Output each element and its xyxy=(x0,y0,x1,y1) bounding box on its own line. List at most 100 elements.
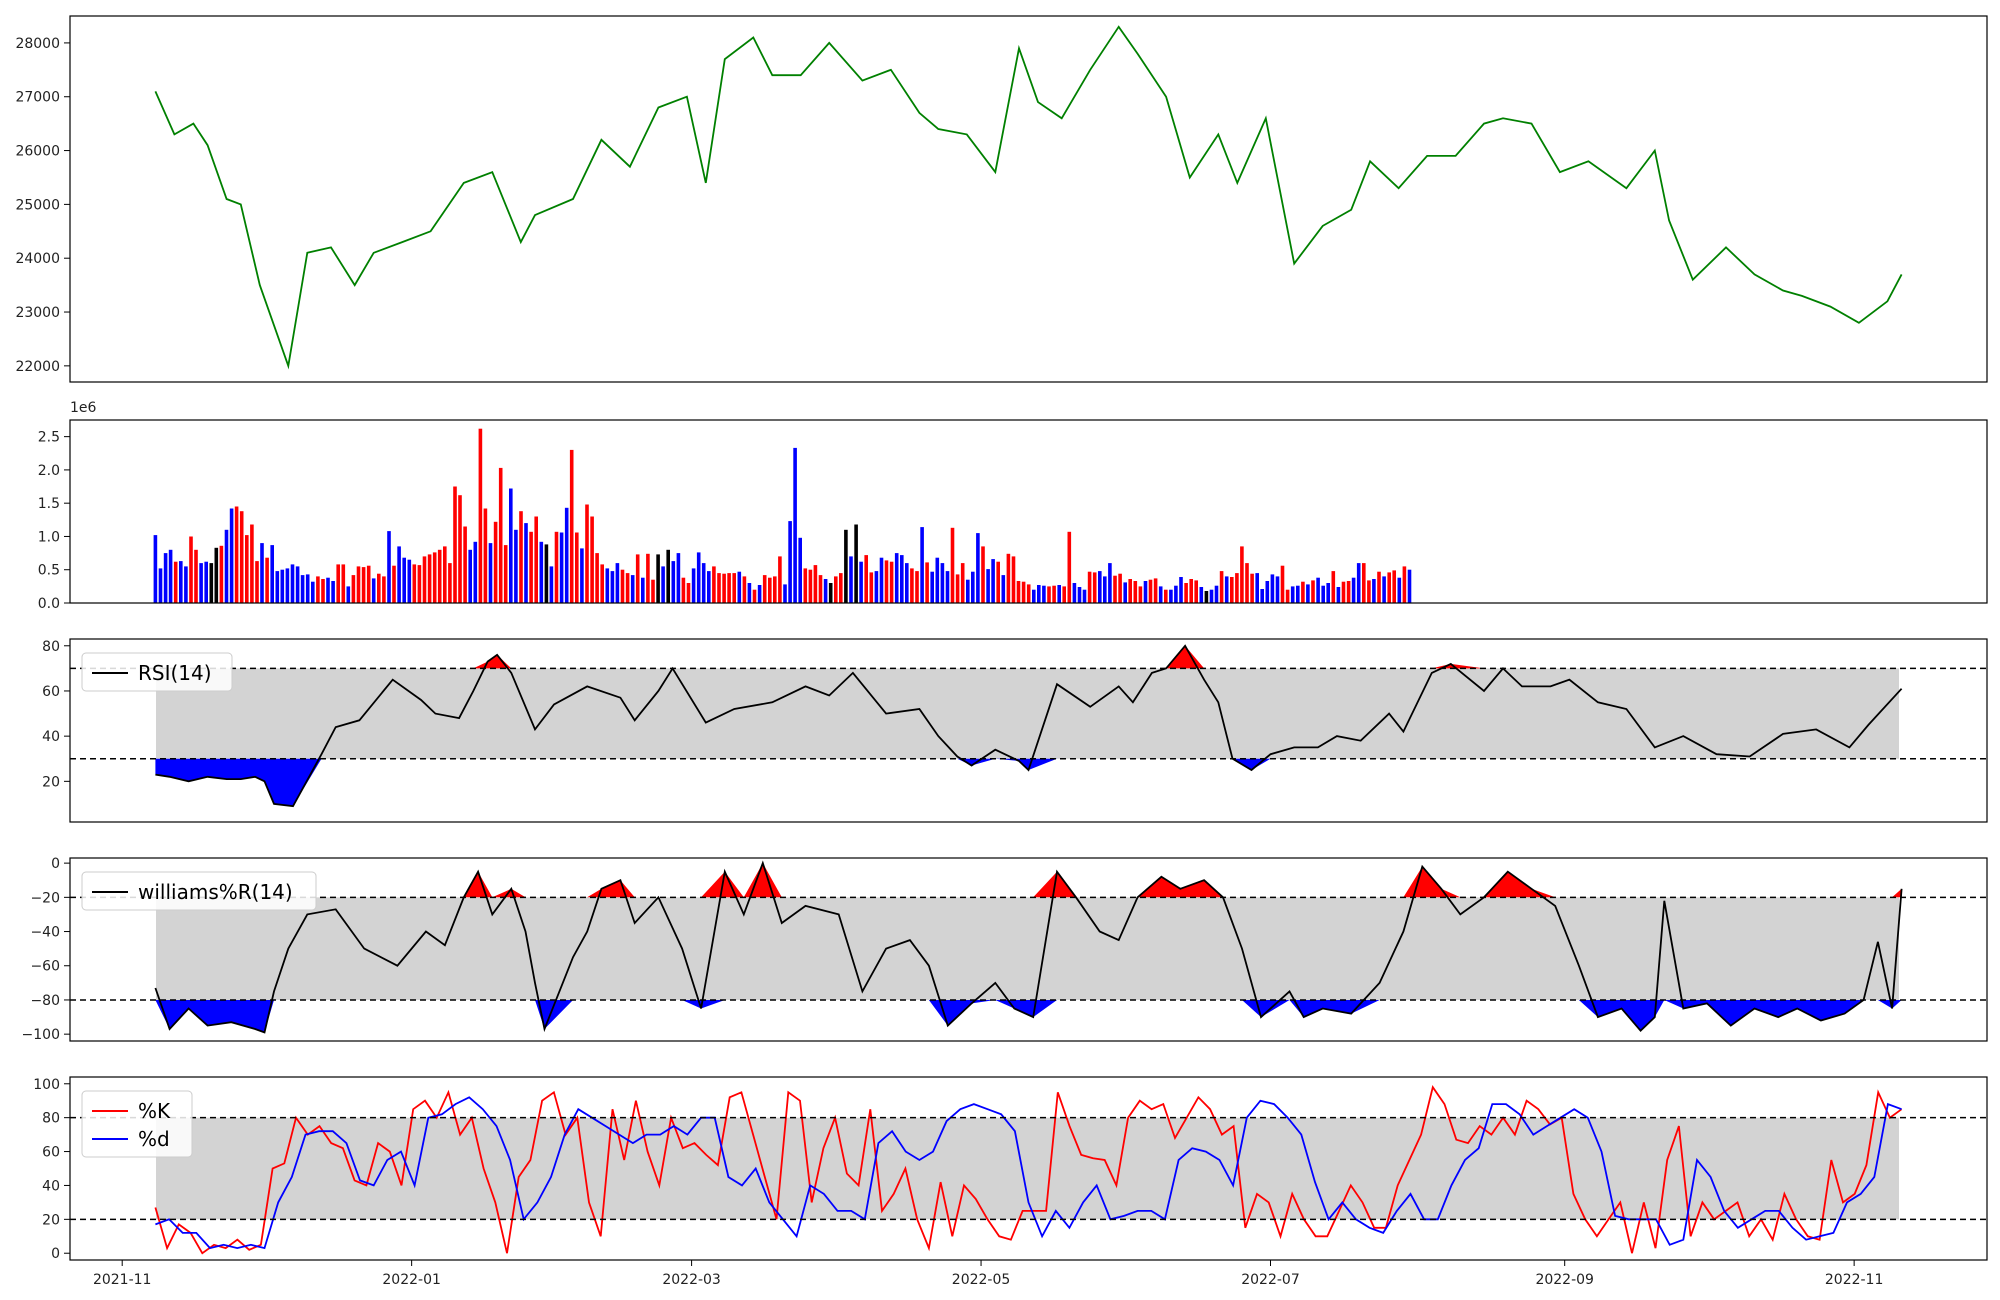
y-tick-label: 22000 xyxy=(15,359,60,375)
volume-bar xyxy=(773,576,777,603)
volume-bar xyxy=(1214,585,1219,603)
volume-bar xyxy=(671,561,676,603)
volume-bar xyxy=(514,529,518,603)
volume-bar xyxy=(605,568,610,603)
volume-bar xyxy=(1265,581,1270,603)
volume-bar xyxy=(1123,582,1127,603)
volume-bar xyxy=(610,571,615,603)
volume-bar xyxy=(823,579,828,603)
volume-bar xyxy=(834,576,838,603)
volume-bar xyxy=(1143,581,1148,603)
stoch-d-line xyxy=(155,1096,1902,1250)
volume-bar xyxy=(1021,581,1026,603)
y-tick-label: 2.5 xyxy=(38,430,60,446)
y-tick-label: 20 xyxy=(42,1212,60,1228)
volume-bar xyxy=(427,554,432,603)
volume-bar xyxy=(1128,579,1132,603)
volume-bar xyxy=(361,567,366,603)
volume-bar xyxy=(509,488,513,603)
volume-bar xyxy=(326,577,330,603)
volume-bar xyxy=(1372,579,1376,603)
volume-bar xyxy=(331,581,335,603)
volume-bar xyxy=(280,569,285,603)
volume-bar xyxy=(250,524,254,603)
y-tick-label: 0.5 xyxy=(38,563,60,579)
y-tick-label: 26000 xyxy=(15,144,60,160)
volume-bar xyxy=(686,583,691,603)
volume-bar xyxy=(813,565,818,603)
volume-bar xyxy=(1042,585,1046,603)
y-tick-label: −80 xyxy=(30,993,60,1009)
volume-bar xyxy=(585,504,589,603)
volume-bar xyxy=(371,578,376,603)
legend-label: %K xyxy=(138,1099,171,1123)
y-tick-label: 80 xyxy=(42,639,60,655)
volume-bar xyxy=(915,571,919,603)
volume-bar xyxy=(214,547,219,603)
volume-bar xyxy=(803,568,808,603)
volume-bar xyxy=(1260,589,1264,603)
volume-bar xyxy=(783,584,787,603)
legend-box xyxy=(81,1090,193,1158)
volume-bar xyxy=(239,511,244,603)
volume-bar xyxy=(224,529,229,603)
volume-bar xyxy=(1326,583,1330,603)
volume-bar xyxy=(1275,576,1280,603)
volume-bar xyxy=(204,561,208,603)
volume-bar xyxy=(1006,553,1011,603)
volume-bar xyxy=(996,561,1000,603)
y-tick-label: −40 xyxy=(30,925,60,941)
volume-bar xyxy=(696,552,701,603)
volume-bar xyxy=(1351,577,1356,603)
volume-bar xyxy=(356,566,361,603)
volume-bar xyxy=(707,571,711,603)
volume-bar xyxy=(646,553,650,603)
volume-bar xyxy=(265,557,269,603)
neutral-band xyxy=(156,897,1899,1000)
volume-bar xyxy=(666,549,670,603)
volume-bar xyxy=(321,579,325,603)
volume-bar xyxy=(930,571,934,603)
volume-bar xyxy=(884,560,889,603)
volume-bar xyxy=(559,532,564,603)
volume-bar xyxy=(590,516,594,603)
volume-bar xyxy=(382,576,386,603)
volume-bar xyxy=(1367,580,1371,603)
volume-bar xyxy=(483,508,488,603)
volume-bar xyxy=(981,546,985,603)
volume-bar xyxy=(945,571,950,603)
volume-bar xyxy=(625,573,630,603)
volume-bar xyxy=(412,564,417,603)
volume-bar xyxy=(1032,589,1036,603)
volume-bar xyxy=(1016,581,1021,603)
volume-bar xyxy=(255,561,259,603)
volume-bar xyxy=(270,545,274,603)
volume-bar xyxy=(1011,556,1016,603)
volume-bar xyxy=(1392,570,1396,603)
volume-bar xyxy=(1026,584,1031,603)
volume-bar xyxy=(1067,531,1072,603)
y-tick-label: 20 xyxy=(42,774,60,790)
volume-panel: 0.0 0.5 1.0 1.5 2.0 2.5 1e6 xyxy=(38,400,1988,612)
volume-bar xyxy=(184,566,188,603)
volume-offset-label: 1e6 xyxy=(70,400,97,416)
volume-bar xyxy=(422,556,427,603)
volume-bar xyxy=(844,529,848,603)
volume-bar xyxy=(463,526,467,603)
stoch-k-line xyxy=(154,1085,1903,1255)
volume-bar xyxy=(1336,587,1341,603)
volume-bar xyxy=(351,575,356,603)
volume-bar xyxy=(1235,573,1239,603)
volume-bar xyxy=(991,559,995,603)
volume-bar xyxy=(818,575,823,603)
volume-bar xyxy=(808,569,813,603)
volume-bar xyxy=(976,533,980,603)
volume-bar xyxy=(1331,571,1336,603)
x-tick-label: 2022-03 xyxy=(662,1272,721,1288)
volume-bar xyxy=(300,575,305,603)
volume-bar xyxy=(778,556,782,603)
volume-bar xyxy=(1092,572,1097,603)
volume-bar xyxy=(681,577,686,603)
volume-bar xyxy=(935,557,940,603)
y-tick-label: 40 xyxy=(42,729,60,745)
